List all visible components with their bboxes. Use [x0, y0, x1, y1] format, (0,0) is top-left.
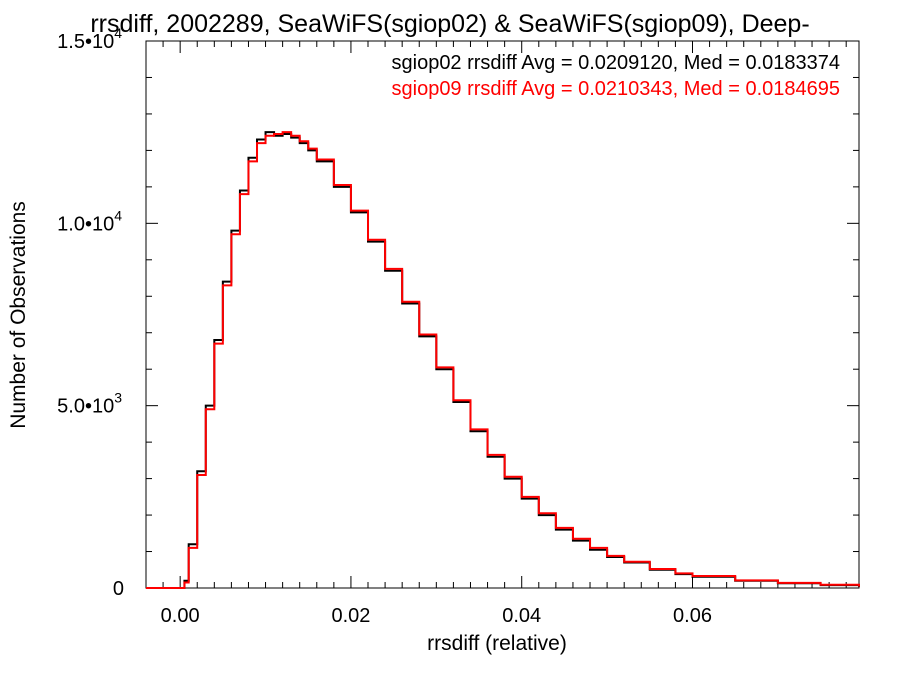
- y-axis-label: Number of Observations: [7, 201, 30, 429]
- y-tick-mantissa: 1.5•10: [57, 31, 114, 53]
- x-tick-label: 0.02: [331, 605, 370, 627]
- series-line-sgiop02: [146, 131, 860, 589]
- y-tick-exponent: 3: [114, 390, 122, 406]
- y-tick-label: 0: [113, 578, 124, 600]
- legend-entry-sgiop09: sgiop09 rrsdiff Avg = 0.0210343, Med = 0…: [392, 78, 841, 100]
- x-tick-label: 0.06: [673, 605, 712, 627]
- series-line-sgiop09: [146, 131, 860, 589]
- x-tick-label: 0.04: [502, 605, 541, 627]
- x-axis: 0.00 0.02 0.04 0.06: [161, 41, 847, 627]
- legend-entry-sgiop02: sgiop02 rrsdiff Avg = 0.0209120, Med = 0…: [392, 52, 841, 74]
- series-layer: [146, 131, 860, 589]
- y-tick-mantissa: 1.0•10: [57, 213, 114, 235]
- y-tick-label: 1.5•104: [57, 25, 122, 53]
- y-tick-mantissa: 5.0•10: [57, 396, 114, 418]
- y-tick-label: 5.0•103: [57, 390, 122, 418]
- y-tick-exponent: 4: [114, 207, 122, 223]
- plot-frame: [145, 40, 860, 589]
- y-tick-exponent: 4: [114, 25, 122, 41]
- chart-title: rrsdiff, 2002289, SeaWiFS(sgiop02) & Sea…: [90, 10, 809, 38]
- x-axis-label: rrsdiff (relative): [427, 632, 567, 655]
- plot-area: [145, 40, 860, 589]
- y-tick-label: 1.0•104: [57, 207, 122, 235]
- x-tick-label: 0.00: [161, 605, 200, 627]
- y-tick-mantissa: 0: [113, 578, 124, 600]
